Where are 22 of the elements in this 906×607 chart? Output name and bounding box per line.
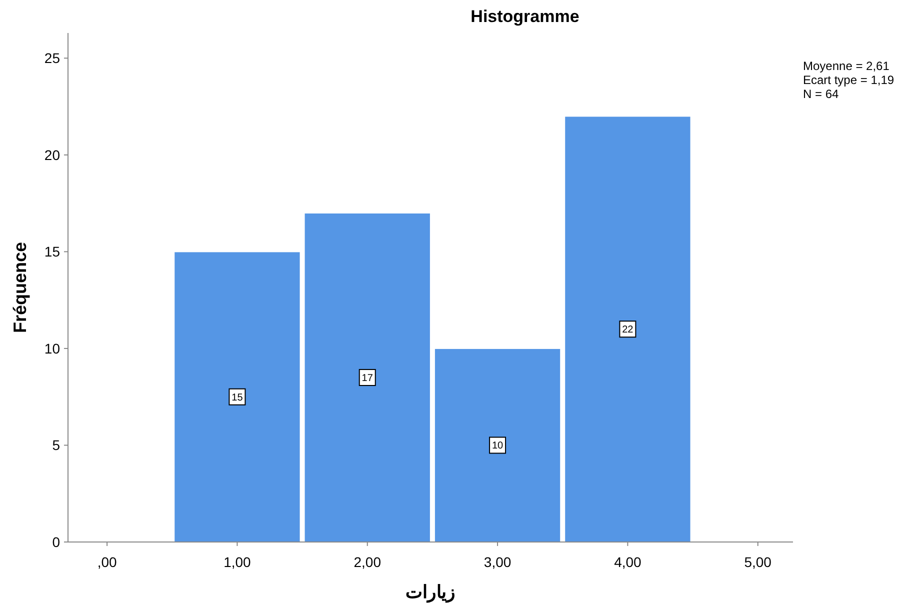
x-tick-label: 3,00: [484, 554, 512, 570]
text: N = 64: [803, 87, 840, 101]
y-axis-title: Fréquence: [10, 242, 30, 334]
y-tick-label: 5: [52, 437, 60, 454]
text: Ecart type = 1,19: [803, 73, 894, 87]
data-label: 10: [492, 440, 504, 452]
chart-title: Histogramme: [470, 7, 580, 26]
x-tick-label: 4,00: [614, 554, 642, 570]
text: Moyenne = 2,61: [803, 59, 890, 73]
y-tick-label: 25: [44, 50, 60, 66]
data-label: 15: [232, 392, 244, 404]
x-tick-label: ,00: [97, 554, 117, 570]
y-tick-label: 15: [44, 244, 60, 260]
data-label: 22: [622, 324, 634, 336]
x-tick-label: 1,00: [224, 554, 252, 570]
x-axis-title: زيارات: [406, 582, 456, 603]
y-tick-label: 0: [52, 534, 60, 550]
x-tick-label: 2,00: [354, 554, 382, 570]
y-tick-label: 20: [44, 146, 60, 163]
y-tick-label: 10: [44, 340, 60, 356]
x-tick-label: 5,00: [744, 554, 772, 570]
data-label: 17: [362, 372, 374, 384]
